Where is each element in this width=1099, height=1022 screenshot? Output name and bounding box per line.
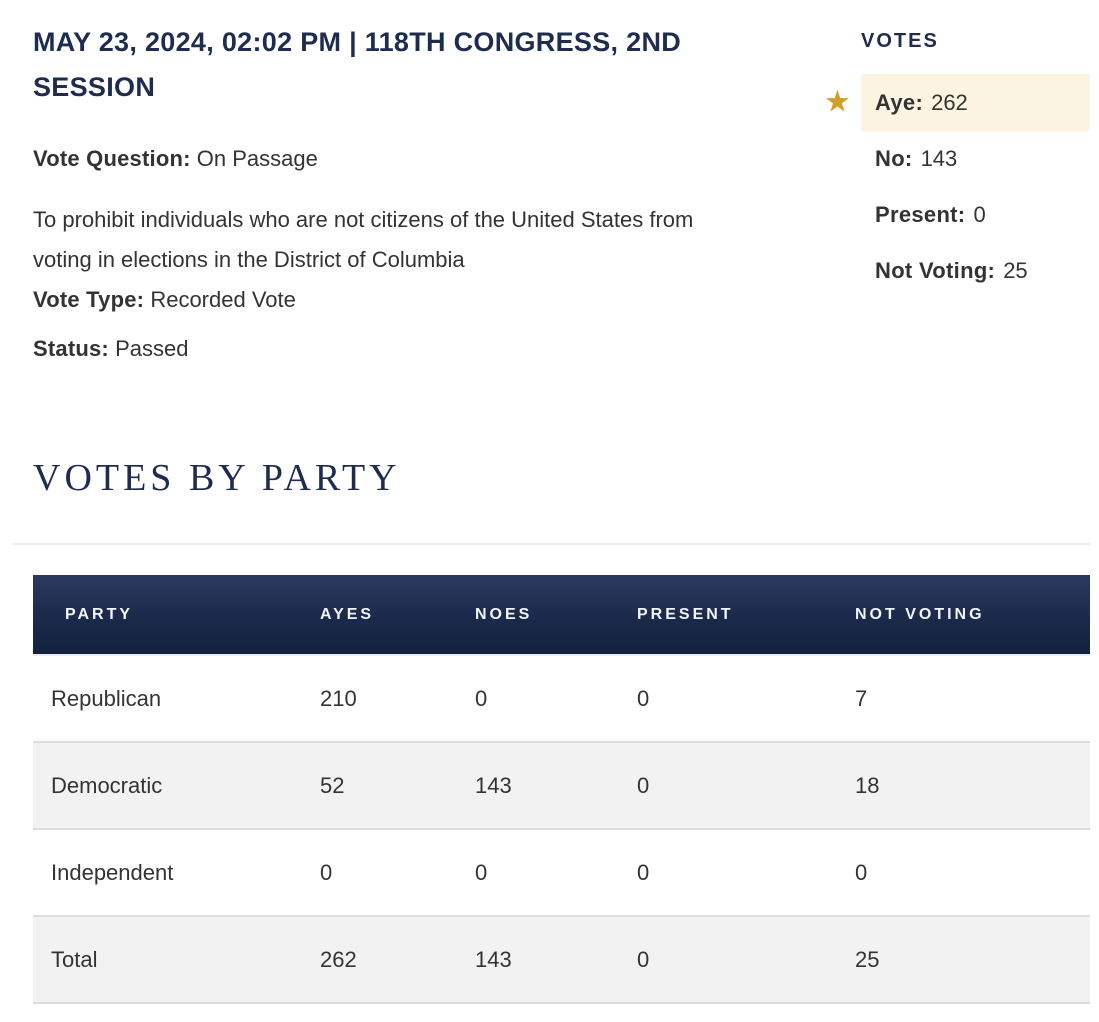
- votes-summary-title: VOTES: [861, 30, 939, 52]
- vote-result-value: 25: [1003, 258, 1028, 283]
- vote-description: To prohibit individuals who are not citi…: [33, 207, 694, 272]
- present-cell: 0: [617, 741, 835, 829]
- ayes-cell: 262: [300, 915, 455, 1004]
- noes-cell: 0: [455, 654, 617, 742]
- vote-result-label: No:: [875, 146, 913, 171]
- vote-question-label: Vote Question:: [33, 146, 191, 171]
- noes-cell: 0: [455, 828, 617, 916]
- vote-result-value: 0: [973, 202, 986, 227]
- table-row-democratic: Democratic 52 143 0 18: [33, 741, 1090, 829]
- vote-result-label: Present:: [875, 202, 966, 227]
- vote-type-label: Vote Type:: [33, 287, 145, 312]
- party-cell: Total: [33, 915, 300, 1004]
- status-line: Status: Passed: [33, 329, 723, 369]
- vote-result-label: Aye:: [875, 89, 924, 115]
- votes-by-party-table: PARTY AYES NOES PRESENT NOT VOTING Repub…: [33, 575, 1090, 1004]
- noes-cell: 143: [455, 915, 617, 1004]
- column-header-party: PARTY: [33, 575, 300, 655]
- votes-summary-panel: VOTES ★ Aye: 262 No: 143 Present: 0 Not …: [824, 30, 1090, 299]
- not-voting-cell: 0: [835, 828, 1090, 916]
- party-cell: Democratic: [33, 741, 300, 829]
- ayes-cell: 0: [300, 828, 455, 916]
- column-header-ayes: AYES: [300, 575, 455, 655]
- ayes-cell: 52: [300, 741, 455, 829]
- not-voting-cell: 25: [835, 915, 1090, 1004]
- present-cell: 0: [617, 915, 835, 1004]
- star-icon: ★: [824, 84, 851, 118]
- vote-result-value: 262: [931, 89, 968, 115]
- vote-result-value: 143: [920, 146, 958, 171]
- column-header-present: PRESENT: [617, 575, 835, 655]
- vote-result-aye: ★ Aye: 262: [824, 74, 1090, 131]
- ayes-cell: 210: [300, 654, 455, 742]
- not-voting-cell: 7: [835, 654, 1090, 742]
- vote-result-present: Present: 0: [861, 187, 1090, 243]
- noes-cell: 143: [455, 741, 617, 829]
- present-cell: 0: [617, 828, 835, 916]
- table-row-republican: Republican 210 0 0 7: [33, 654, 1090, 742]
- table-row-independent: Independent 0 0 0 0: [33, 828, 1090, 916]
- column-header-noes: NOES: [455, 575, 617, 655]
- vote-question-value: On Passage: [196, 146, 318, 171]
- party-cell: Republican: [33, 654, 300, 742]
- vote-question-line: Vote Question: On Passage: [33, 139, 723, 179]
- vote-type-line: Vote Type: Recorded Vote: [33, 280, 723, 320]
- not-voting-cell: 18: [835, 741, 1090, 829]
- present-cell: 0: [617, 654, 835, 742]
- table-header-row: PARTY AYES NOES PRESENT NOT VOTING: [33, 575, 1090, 655]
- section-divider: [13, 543, 1090, 545]
- status-value: Passed: [115, 336, 189, 361]
- date-congress-heading: MAY 23, 2024, 02:02 PM | 118TH CONGRESS,…: [33, 27, 682, 102]
- party-cell: Independent: [33, 828, 300, 916]
- vote-result-no: No: 143: [861, 131, 1090, 187]
- table-row-total: Total 262 143 0 25: [33, 915, 1090, 1004]
- votes-by-party-title: VOTES BY PARTY: [33, 457, 401, 499]
- status-label: Status:: [33, 336, 109, 361]
- column-header-not-voting: NOT VOTING: [835, 575, 1090, 655]
- vote-result-label: Not Voting:: [875, 258, 996, 283]
- vote-meta-block: MAY 23, 2024, 02:02 PM | 118TH CONGRESS,…: [33, 20, 763, 369]
- vote-result-not-voting: Not Voting: 25: [861, 243, 1090, 299]
- vote-type-value: Recorded Vote: [150, 287, 296, 312]
